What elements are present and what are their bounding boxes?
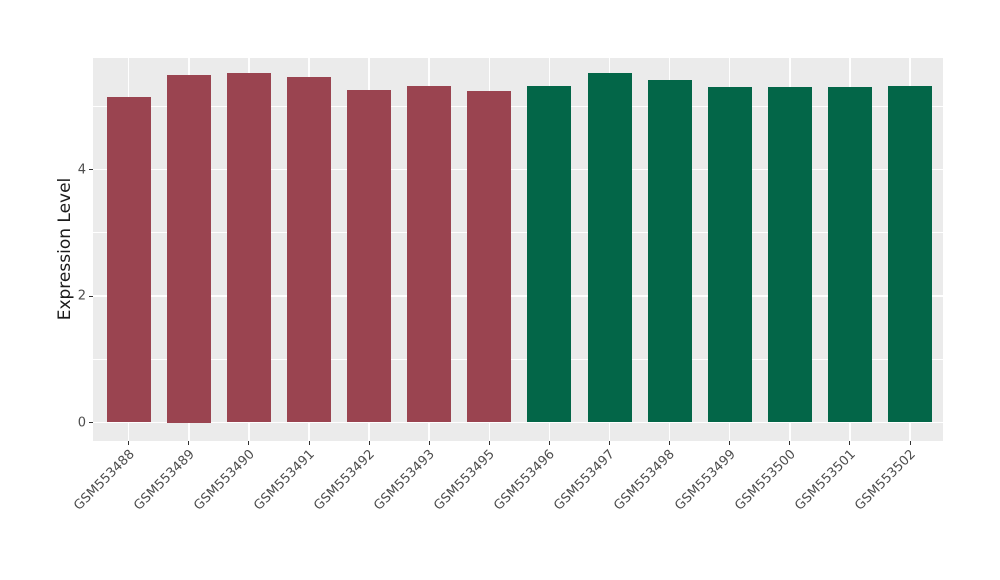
y-tick-label: 4 <box>77 162 86 177</box>
bar-GSM553500 <box>767 87 812 423</box>
bar-GSM553491 <box>287 76 331 423</box>
panel-background <box>92 58 943 441</box>
bar-GSM553495 <box>467 91 512 423</box>
x-tick-mark <box>548 441 550 445</box>
bar-GSM553488 <box>106 96 151 423</box>
bar-GSM553489 <box>166 74 211 423</box>
x-tick-mark <box>849 441 851 445</box>
gridline-minor <box>92 232 943 234</box>
y-tick-label: 2 <box>77 288 86 304</box>
bar-GSM553499 <box>707 87 752 423</box>
gridline-major <box>92 168 943 171</box>
x-tick-mark <box>368 441 370 445</box>
x-tick-mark <box>729 441 731 445</box>
bar-GSM553502 <box>888 86 932 423</box>
x-tick-mark <box>248 441 250 445</box>
gridline-major <box>92 295 943 297</box>
x-tick-mark <box>609 441 610 445</box>
gridline-major <box>92 421 943 424</box>
gridline-minor <box>92 358 943 360</box>
x-tick-mark <box>669 441 671 445</box>
y-tick-mark <box>89 169 93 170</box>
x-tick-mark <box>308 441 310 445</box>
bar-GSM553493 <box>407 86 452 423</box>
plot-panel <box>92 58 943 441</box>
bar-GSM553496 <box>527 86 572 423</box>
bar-GSM553501 <box>827 87 872 423</box>
y-tick-mark <box>89 422 93 423</box>
gridline-minor <box>92 105 943 107</box>
bar-GSM553492 <box>347 89 392 423</box>
x-tick-mark <box>909 441 911 445</box>
bar-GSM553490 <box>226 73 271 423</box>
x-tick-mark <box>789 441 791 445</box>
x-tick-mark <box>488 441 490 445</box>
bar-GSM553497 <box>587 73 632 423</box>
x-tick-mark <box>428 441 430 445</box>
y-tick-label: 0 <box>77 415 86 430</box>
x-tick-mark <box>188 441 190 445</box>
y-tick-mark <box>89 295 93 297</box>
y-axis-title: Expression Level <box>55 177 75 321</box>
bar-GSM553498 <box>647 79 692 423</box>
x-tick-mark <box>128 441 130 445</box>
